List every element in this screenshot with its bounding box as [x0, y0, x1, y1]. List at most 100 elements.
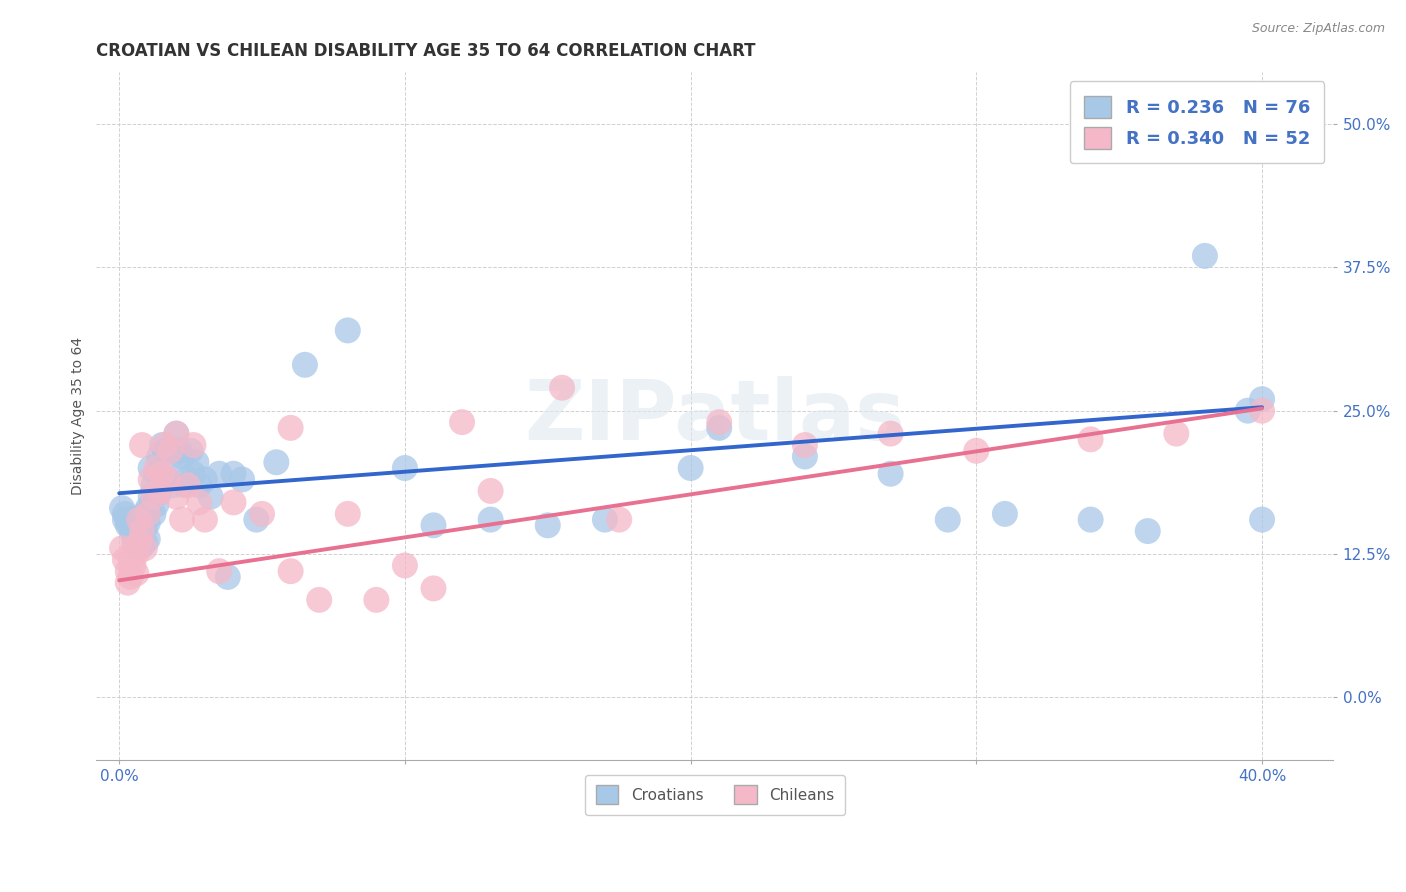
Point	[1080, 513, 1102, 527]
Point	[336, 507, 359, 521]
Point	[156, 473, 179, 487]
Point	[148, 483, 170, 498]
Point	[139, 490, 162, 504]
Point	[709, 415, 731, 429]
Point	[551, 381, 574, 395]
Point	[114, 552, 136, 566]
Point	[117, 518, 139, 533]
Legend: Croatians, Chileans: Croatians, Chileans	[585, 774, 845, 814]
Point	[200, 490, 222, 504]
Point	[117, 564, 139, 578]
Point	[177, 473, 200, 487]
Point	[479, 513, 502, 527]
Point	[280, 421, 302, 435]
Point	[593, 513, 616, 527]
Point	[162, 478, 184, 492]
Point	[208, 564, 231, 578]
Point	[186, 455, 208, 469]
Point	[1194, 249, 1216, 263]
Point	[1251, 392, 1274, 407]
Point	[125, 530, 148, 544]
Point	[111, 501, 134, 516]
Point	[131, 524, 153, 538]
Point	[134, 507, 156, 521]
Point	[148, 450, 170, 464]
Point	[879, 426, 901, 441]
Point	[451, 415, 474, 429]
Point	[537, 518, 560, 533]
Point	[394, 461, 416, 475]
Point	[153, 443, 176, 458]
Point	[120, 521, 142, 535]
Point	[111, 541, 134, 556]
Point	[422, 582, 444, 596]
Point	[142, 490, 165, 504]
Y-axis label: Disability Age 35 to 64: Disability Age 35 to 64	[72, 337, 86, 495]
Point	[125, 521, 148, 535]
Point	[128, 513, 150, 527]
Point	[250, 507, 273, 521]
Point	[308, 592, 330, 607]
Point	[134, 521, 156, 535]
Point	[294, 358, 316, 372]
Point	[177, 478, 200, 492]
Point	[165, 490, 187, 504]
Point	[148, 486, 170, 500]
Point	[122, 521, 145, 535]
Point	[128, 535, 150, 549]
Point	[114, 513, 136, 527]
Point	[188, 495, 211, 509]
Text: ZIPatlas: ZIPatlas	[524, 376, 905, 457]
Point	[1251, 513, 1274, 527]
Point	[280, 564, 302, 578]
Point	[208, 467, 231, 481]
Point	[117, 575, 139, 590]
Point	[131, 513, 153, 527]
Point	[128, 524, 150, 538]
Point	[122, 530, 145, 544]
Point	[139, 461, 162, 475]
Point	[709, 421, 731, 435]
Point	[1166, 426, 1188, 441]
Point	[136, 532, 159, 546]
Point	[131, 438, 153, 452]
Point	[128, 535, 150, 549]
Point	[145, 467, 167, 481]
Point	[180, 443, 202, 458]
Text: CROATIAN VS CHILEAN DISABILITY AGE 35 TO 64 CORRELATION CHART: CROATIAN VS CHILEAN DISABILITY AGE 35 TO…	[97, 42, 756, 60]
Point	[120, 570, 142, 584]
Point	[142, 478, 165, 492]
Point	[1236, 403, 1258, 417]
Point	[150, 467, 173, 481]
Point	[422, 518, 444, 533]
Point	[122, 541, 145, 556]
Point	[194, 473, 217, 487]
Point	[936, 513, 959, 527]
Point	[607, 513, 630, 527]
Point	[174, 478, 197, 492]
Point	[122, 558, 145, 573]
Point	[394, 558, 416, 573]
Point	[793, 450, 815, 464]
Point	[183, 438, 205, 452]
Point	[128, 513, 150, 527]
Point	[231, 473, 253, 487]
Point	[366, 592, 388, 607]
Point	[793, 438, 815, 452]
Point	[194, 513, 217, 527]
Point	[222, 495, 245, 509]
Point	[994, 507, 1017, 521]
Point	[125, 566, 148, 581]
Point	[145, 461, 167, 475]
Point	[153, 438, 176, 452]
Point	[1136, 524, 1159, 538]
Point	[114, 507, 136, 521]
Point	[122, 513, 145, 527]
Point	[170, 513, 193, 527]
Point	[125, 547, 148, 561]
Point	[965, 443, 987, 458]
Point	[679, 461, 702, 475]
Point	[134, 535, 156, 549]
Point	[1080, 433, 1102, 447]
Point	[170, 450, 193, 464]
